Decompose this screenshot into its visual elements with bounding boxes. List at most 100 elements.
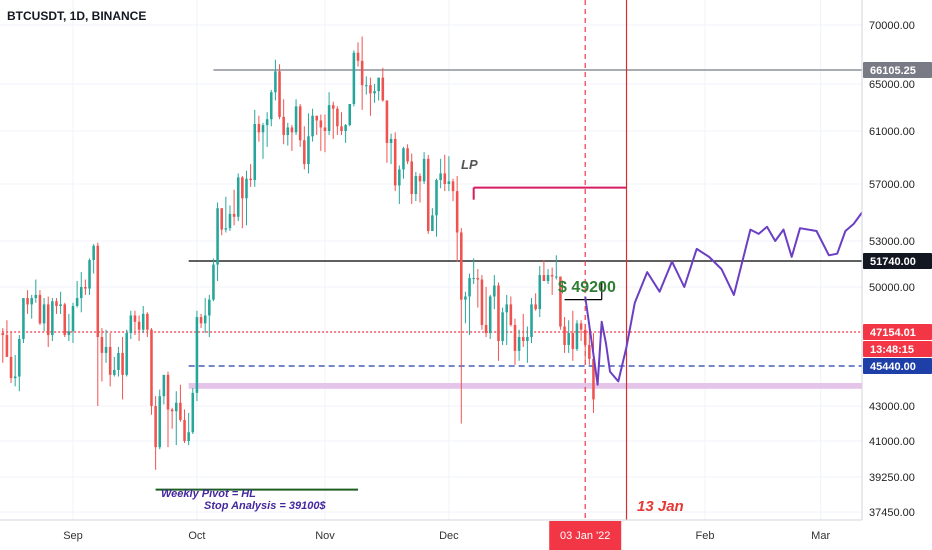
candle-body	[521, 337, 525, 342]
time-axis: Sep Oct Nov Dec Feb Mar 03 Jan '22	[0, 519, 932, 550]
candle-body	[352, 52, 356, 104]
candle-body	[542, 275, 546, 282]
candle-body	[100, 337, 104, 353]
price-49200-annotation: $ 49200	[558, 279, 616, 296]
candle-body	[1, 333, 5, 336]
candle-body	[464, 296, 467, 300]
candle-body	[121, 352, 124, 375]
candle-body	[385, 100, 389, 143]
candle-body	[174, 402, 178, 412]
candle-body	[245, 178, 248, 199]
candle-body	[563, 326, 566, 345]
cursor-date-box	[549, 521, 622, 550]
candle-body	[360, 60, 364, 86]
candle-body	[253, 123, 257, 181]
candle-body	[216, 208, 219, 265]
candle-body	[203, 315, 207, 324]
jan13-annotation: 13 Jan	[637, 498, 684, 515]
time-tick-label: Nov	[315, 530, 335, 542]
price-axis-bg	[862, 0, 932, 550]
candle-body	[187, 432, 190, 441]
price-tick-label: 53000.00	[869, 236, 915, 248]
candle-body	[113, 369, 116, 375]
price-tick-label: 37450.00	[869, 507, 915, 519]
time-tick-label: Oct	[188, 530, 205, 542]
candle-body	[538, 275, 542, 310]
price-label-box	[863, 253, 932, 269]
candle-body	[125, 333, 128, 375]
candle-body	[92, 245, 95, 261]
stop-analysis-annotation: Stop Analysis = 39100$	[204, 500, 326, 512]
candle-body	[34, 294, 38, 299]
candle-body	[517, 337, 521, 351]
price-tick-label: 39250.00	[869, 472, 915, 484]
price-label-box	[863, 358, 932, 374]
candle-body	[344, 125, 347, 131]
candle-body	[575, 323, 579, 349]
candle-body	[488, 296, 492, 334]
candle-body	[96, 245, 100, 338]
price-axis: 70000.00 65000.00 61000.00 57000.00 53000.00…	[861, 0, 932, 550]
candle-body	[530, 304, 533, 338]
candle-body	[141, 313, 145, 330]
candle-body	[183, 420, 186, 441]
candle-body	[472, 278, 475, 280]
candle-body	[63, 304, 67, 336]
candle-body	[356, 52, 360, 61]
candle-body	[158, 396, 162, 448]
candle-body	[431, 215, 434, 232]
candle-body	[228, 213, 232, 229]
candle-body	[555, 276, 558, 278]
candle-body	[42, 304, 46, 324]
price-tick-label: 70000.00	[869, 20, 915, 32]
candle-body	[278, 71, 281, 117]
price-label-text: 51740.00	[870, 256, 916, 268]
candle-body	[261, 125, 265, 133]
candle-body	[5, 335, 9, 357]
candle-body	[55, 301, 58, 306]
candle-body	[340, 126, 343, 131]
candle-body	[220, 208, 223, 230]
candle-body	[191, 392, 195, 433]
candle-body	[195, 317, 199, 393]
candle-body	[294, 106, 298, 133]
candle-body	[526, 337, 529, 342]
candle-body	[282, 116, 285, 135]
grid	[0, 0, 862, 520]
candle-body	[51, 301, 54, 336]
candle-body	[108, 346, 112, 375]
candle-body	[286, 127, 290, 135]
time-tick-label: Sep	[63, 530, 83, 542]
candle-body	[389, 138, 393, 143]
candle-body	[468, 278, 471, 297]
price-label-box	[863, 324, 932, 340]
candle-body	[398, 169, 401, 186]
candle-body	[265, 119, 269, 126]
candle-body	[336, 108, 339, 127]
time-axis-bg	[0, 520, 932, 550]
candle-body	[327, 105, 331, 131]
candle-body	[241, 177, 244, 199]
candle-body	[571, 333, 575, 349]
candle-body	[232, 213, 236, 217]
candle-body	[426, 158, 430, 232]
price-label-box	[863, 341, 932, 357]
date-markers	[584, 0, 628, 520]
candle-body	[67, 331, 71, 336]
chart-title: BTCUSDT, 1D, BINANCE	[7, 9, 146, 23]
candle-body	[26, 298, 29, 305]
time-tick-label: Dec	[439, 530, 459, 542]
candle-body	[38, 294, 42, 324]
support-zones	[188, 383, 862, 389]
candle-body	[298, 106, 302, 141]
candle-body	[274, 71, 277, 93]
candle-body	[501, 312, 504, 342]
candle-body	[377, 77, 380, 92]
price-label-box	[863, 62, 932, 78]
candle-body	[393, 138, 397, 186]
candle-body	[290, 127, 294, 133]
price-label-text: 47154.01	[870, 327, 916, 339]
candle-body	[406, 148, 409, 162]
candle-body	[224, 228, 228, 230]
